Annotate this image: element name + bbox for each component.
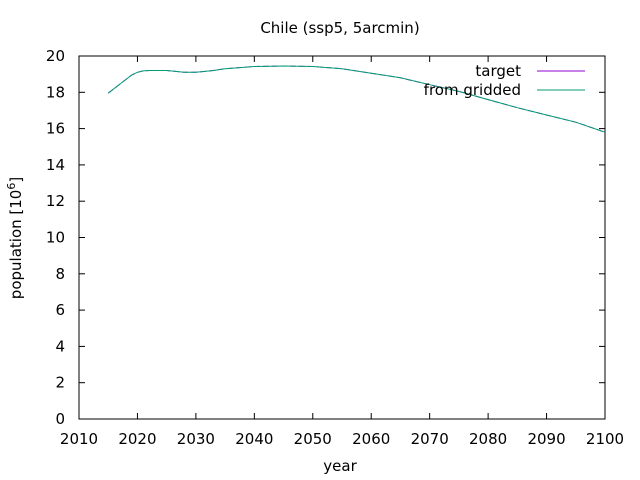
x-tick-label: 2030 — [177, 430, 215, 448]
legend: target from gridded — [424, 62, 585, 99]
series-line-from-gridded — [107, 65, 606, 133]
y-tick-label: 14 — [46, 156, 65, 174]
x-tick-label: 2040 — [235, 430, 273, 448]
y-tick-label: 16 — [46, 120, 65, 138]
y-tick-label: 8 — [55, 265, 65, 283]
x-tick-label: 2090 — [527, 430, 565, 448]
plot-frame — [78, 55, 606, 420]
x-tick-label: 2080 — [469, 430, 507, 448]
legend-label-from-gridded: from gridded — [424, 81, 521, 99]
series-lines — [107, 65, 606, 133]
y-axis-title: population [106] — [5, 177, 25, 299]
y-axis: 0 2 4 6 8 10 12 14 16 18 20 — [46, 47, 605, 428]
x-axis-title: year — [323, 457, 357, 475]
y-axis-title-exponent: 6 — [5, 183, 18, 190]
x-tick-label: 2020 — [118, 430, 156, 448]
y-tick-label: 6 — [55, 301, 65, 319]
legend-label-target: target — [475, 62, 521, 80]
series-line-target — [107, 65, 606, 133]
x-tick-label: 2070 — [411, 430, 449, 448]
plot-border — [78, 55, 606, 420]
y-tick-label: 0 — [55, 410, 65, 428]
x-tick-label: 2060 — [352, 430, 390, 448]
y-tick-label: 20 — [46, 47, 65, 65]
y-tick-label: 18 — [46, 83, 65, 101]
x-tick-label: 2050 — [294, 430, 332, 448]
x-tick-label: 2100 — [586, 430, 624, 448]
y-tick-label: 10 — [46, 229, 65, 247]
chart-title: Chile (ssp5, 5arcmin) — [260, 19, 419, 37]
y-tick-label: 4 — [55, 337, 65, 355]
y-axis-title-text: population [10 — [7, 190, 25, 300]
x-axis: 2010 2020 2030 2040 2050 2060 2070 2080 2090 2100 — [60, 56, 624, 448]
x-tick-label: 2010 — [60, 430, 98, 448]
y-tick-label: 2 — [55, 374, 65, 392]
y-axis-title-close: ] — [7, 177, 25, 183]
y-tick-label: 12 — [46, 192, 65, 210]
